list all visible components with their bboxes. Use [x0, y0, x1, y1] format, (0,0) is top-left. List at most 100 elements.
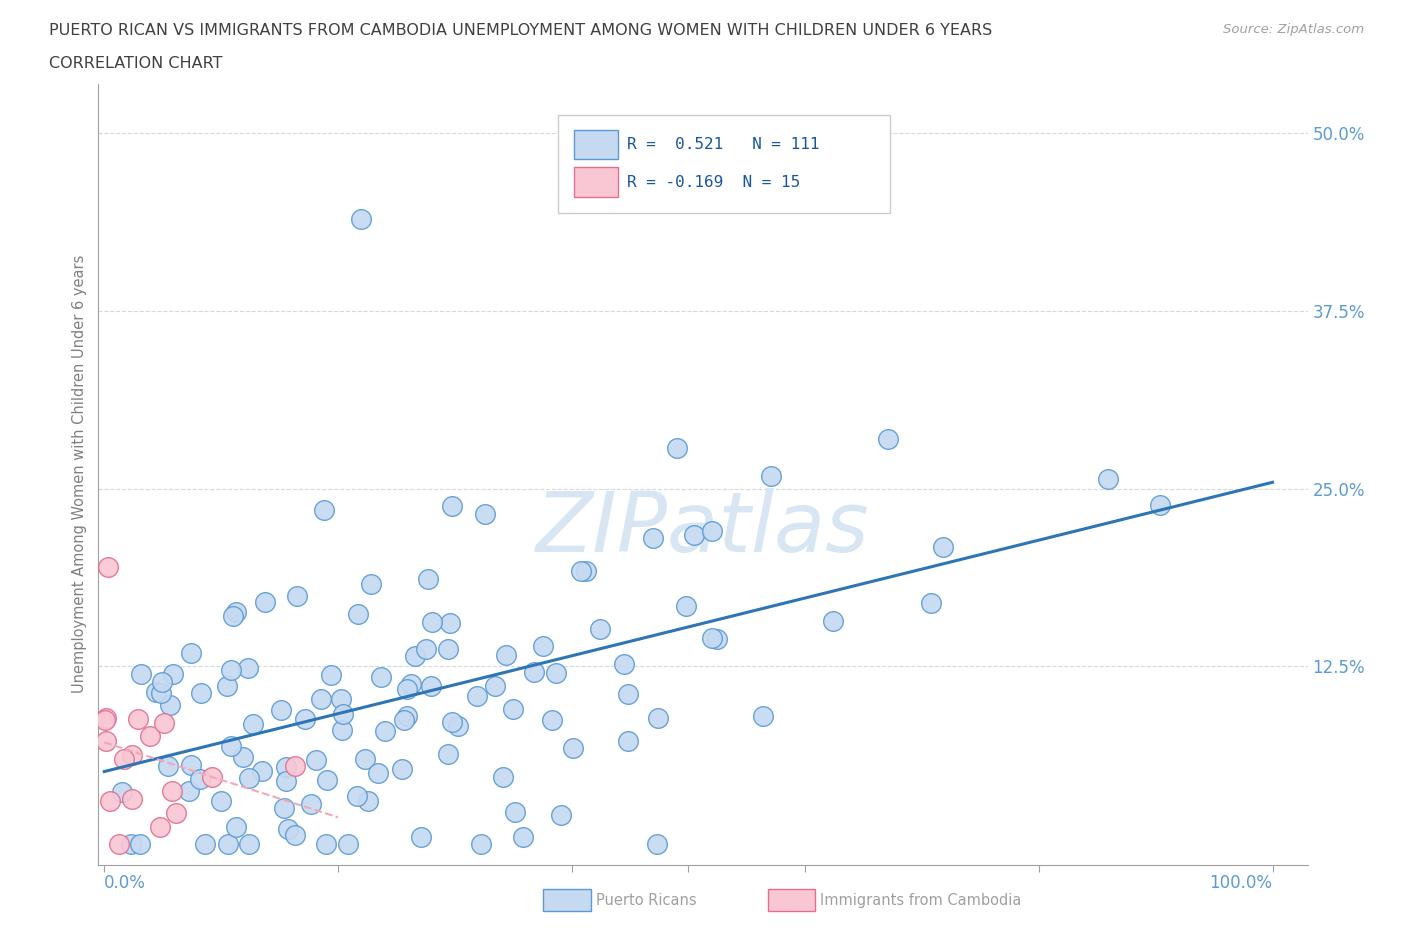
Point	[120, 836, 142, 851]
Point	[561, 740, 583, 755]
Point	[180, 757, 202, 772]
Point	[236, 660, 259, 675]
Point	[312, 503, 335, 518]
Point	[1149, 498, 1171, 512]
Point	[149, 819, 172, 834]
Point	[470, 836, 492, 851]
Point	[420, 679, 443, 694]
Point	[219, 662, 242, 677]
Text: Puerto Ricans: Puerto Ricans	[596, 893, 697, 908]
Point	[675, 599, 697, 614]
Point	[617, 734, 640, 749]
Point	[160, 784, 183, 799]
Point	[759, 469, 782, 484]
Point	[465, 689, 488, 704]
Point	[370, 670, 392, 684]
Point	[315, 836, 337, 851]
Point	[159, 698, 181, 712]
Point	[107, 836, 129, 851]
Point	[347, 606, 370, 621]
Point	[332, 706, 354, 721]
Text: R =  0.521   N = 111: R = 0.521 N = 111	[627, 137, 820, 153]
Point	[336, 836, 359, 851]
Point	[575, 564, 598, 578]
Point	[97, 559, 120, 574]
Point	[484, 679, 506, 694]
Point	[360, 577, 382, 591]
Point	[309, 691, 332, 706]
Point	[180, 645, 202, 660]
Point	[647, 711, 669, 725]
Point	[374, 724, 396, 738]
Text: 100.0%: 100.0%	[1209, 874, 1272, 892]
Text: PUERTO RICAN VS IMMIGRANTS FROM CAMBODIA UNEMPLOYMENT AMONG WOMEN WITH CHILDREN : PUERTO RICAN VS IMMIGRANTS FROM CAMBODIA…	[49, 23, 993, 38]
Text: 0.0%: 0.0%	[104, 874, 146, 892]
Point	[127, 711, 149, 726]
Text: CORRELATION CHART: CORRELATION CHART	[49, 56, 222, 71]
Point	[277, 821, 299, 836]
Point	[238, 836, 260, 851]
Point	[569, 565, 592, 579]
Point	[492, 769, 515, 784]
Point	[399, 677, 422, 692]
Point	[550, 807, 572, 822]
Point	[285, 588, 308, 603]
Point	[225, 604, 247, 619]
Point	[752, 709, 775, 724]
Text: Source: ZipAtlas.com: Source: ZipAtlas.com	[1223, 23, 1364, 36]
Point	[284, 828, 307, 843]
Point	[441, 498, 464, 513]
Point	[502, 702, 524, 717]
Point	[396, 682, 419, 697]
Text: Immigrants from Cambodia: Immigrants from Cambodia	[820, 893, 1021, 908]
Point	[418, 571, 440, 586]
Point	[121, 791, 143, 806]
Point	[683, 527, 706, 542]
Point	[613, 656, 636, 671]
Point	[157, 759, 180, 774]
Point	[357, 793, 380, 808]
Point	[540, 713, 562, 728]
Point	[415, 642, 437, 657]
Point	[346, 789, 368, 804]
Point	[617, 686, 640, 701]
Point	[876, 432, 898, 446]
Point	[330, 692, 353, 707]
Point	[128, 836, 150, 851]
Point	[932, 540, 955, 555]
Point	[150, 685, 173, 700]
Point	[665, 441, 688, 456]
Point	[219, 739, 242, 754]
Point	[330, 723, 353, 737]
Point	[98, 793, 121, 808]
Point	[145, 684, 167, 699]
Point	[284, 758, 307, 773]
Point	[274, 760, 297, 775]
FancyBboxPatch shape	[558, 115, 890, 213]
Point	[305, 753, 328, 768]
Point	[439, 616, 461, 631]
Point	[121, 748, 143, 763]
Point	[139, 729, 162, 744]
Point	[165, 805, 187, 820]
Point	[201, 770, 224, 785]
FancyBboxPatch shape	[574, 167, 619, 197]
Point	[436, 747, 458, 762]
Point	[391, 762, 413, 777]
Point	[94, 734, 117, 749]
Point	[93, 712, 115, 727]
Point	[354, 751, 377, 766]
Point	[700, 524, 723, 538]
Point	[190, 685, 212, 700]
Point	[232, 750, 254, 764]
Point	[512, 830, 534, 844]
Point	[112, 752, 135, 767]
Point	[270, 702, 292, 717]
Point	[643, 531, 665, 546]
Point	[299, 797, 322, 812]
Point	[294, 711, 316, 726]
Point	[531, 639, 554, 654]
Point	[194, 836, 217, 851]
Point	[315, 773, 337, 788]
Point	[821, 614, 844, 629]
